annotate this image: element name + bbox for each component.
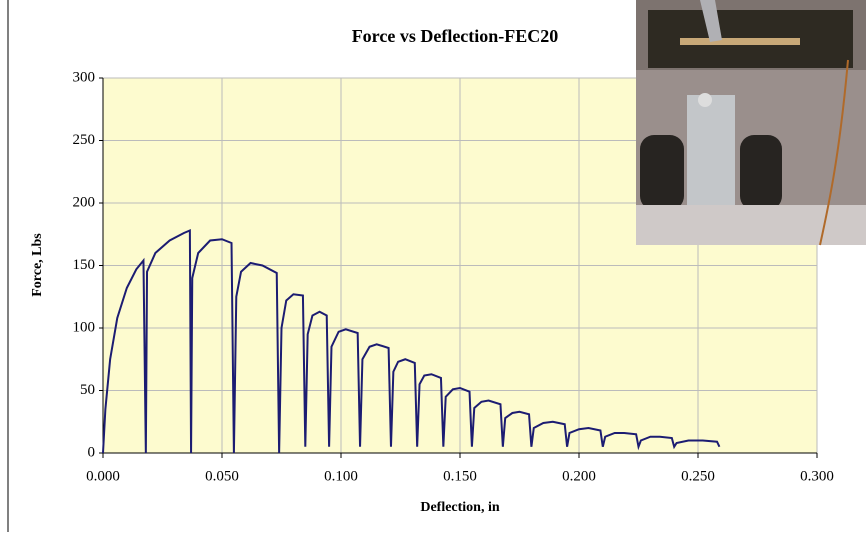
x-tick-label: 0.150 bbox=[443, 468, 477, 484]
x-tick-label: 0.300 bbox=[800, 468, 834, 484]
y-tick-label: 100 bbox=[73, 319, 96, 335]
x-tick-label: 0.100 bbox=[324, 468, 358, 484]
photo-support bbox=[740, 135, 782, 210]
y-tick-label: 0 bbox=[88, 444, 96, 460]
photo-base bbox=[636, 205, 866, 245]
y-tick-label: 200 bbox=[73, 194, 96, 210]
y-tick-label: 300 bbox=[73, 69, 96, 85]
photo-rod bbox=[680, 38, 800, 45]
x-tick-label: 0.000 bbox=[86, 468, 120, 484]
photo-arm bbox=[700, 0, 722, 42]
y-tick-label: 50 bbox=[80, 382, 95, 398]
chart-title: Force vs Deflection-FEC20 bbox=[352, 26, 559, 46]
data-line bbox=[102, 228, 721, 454]
photo-inset bbox=[636, 0, 866, 246]
x-tick-label: 0.250 bbox=[681, 468, 715, 484]
photo-bolt bbox=[698, 93, 712, 107]
x-axis-label: Deflection, in bbox=[420, 500, 500, 515]
photo-support bbox=[640, 135, 684, 210]
x-tick-label: 0.200 bbox=[562, 468, 596, 484]
y-axis-label: Force, Lbs bbox=[30, 233, 45, 297]
x-tick-label: 0.050 bbox=[205, 468, 239, 484]
y-tick-label: 250 bbox=[73, 132, 96, 148]
y-tick-label: 150 bbox=[73, 257, 96, 273]
photo-wire bbox=[819, 59, 849, 246]
photo-block bbox=[687, 95, 735, 205]
